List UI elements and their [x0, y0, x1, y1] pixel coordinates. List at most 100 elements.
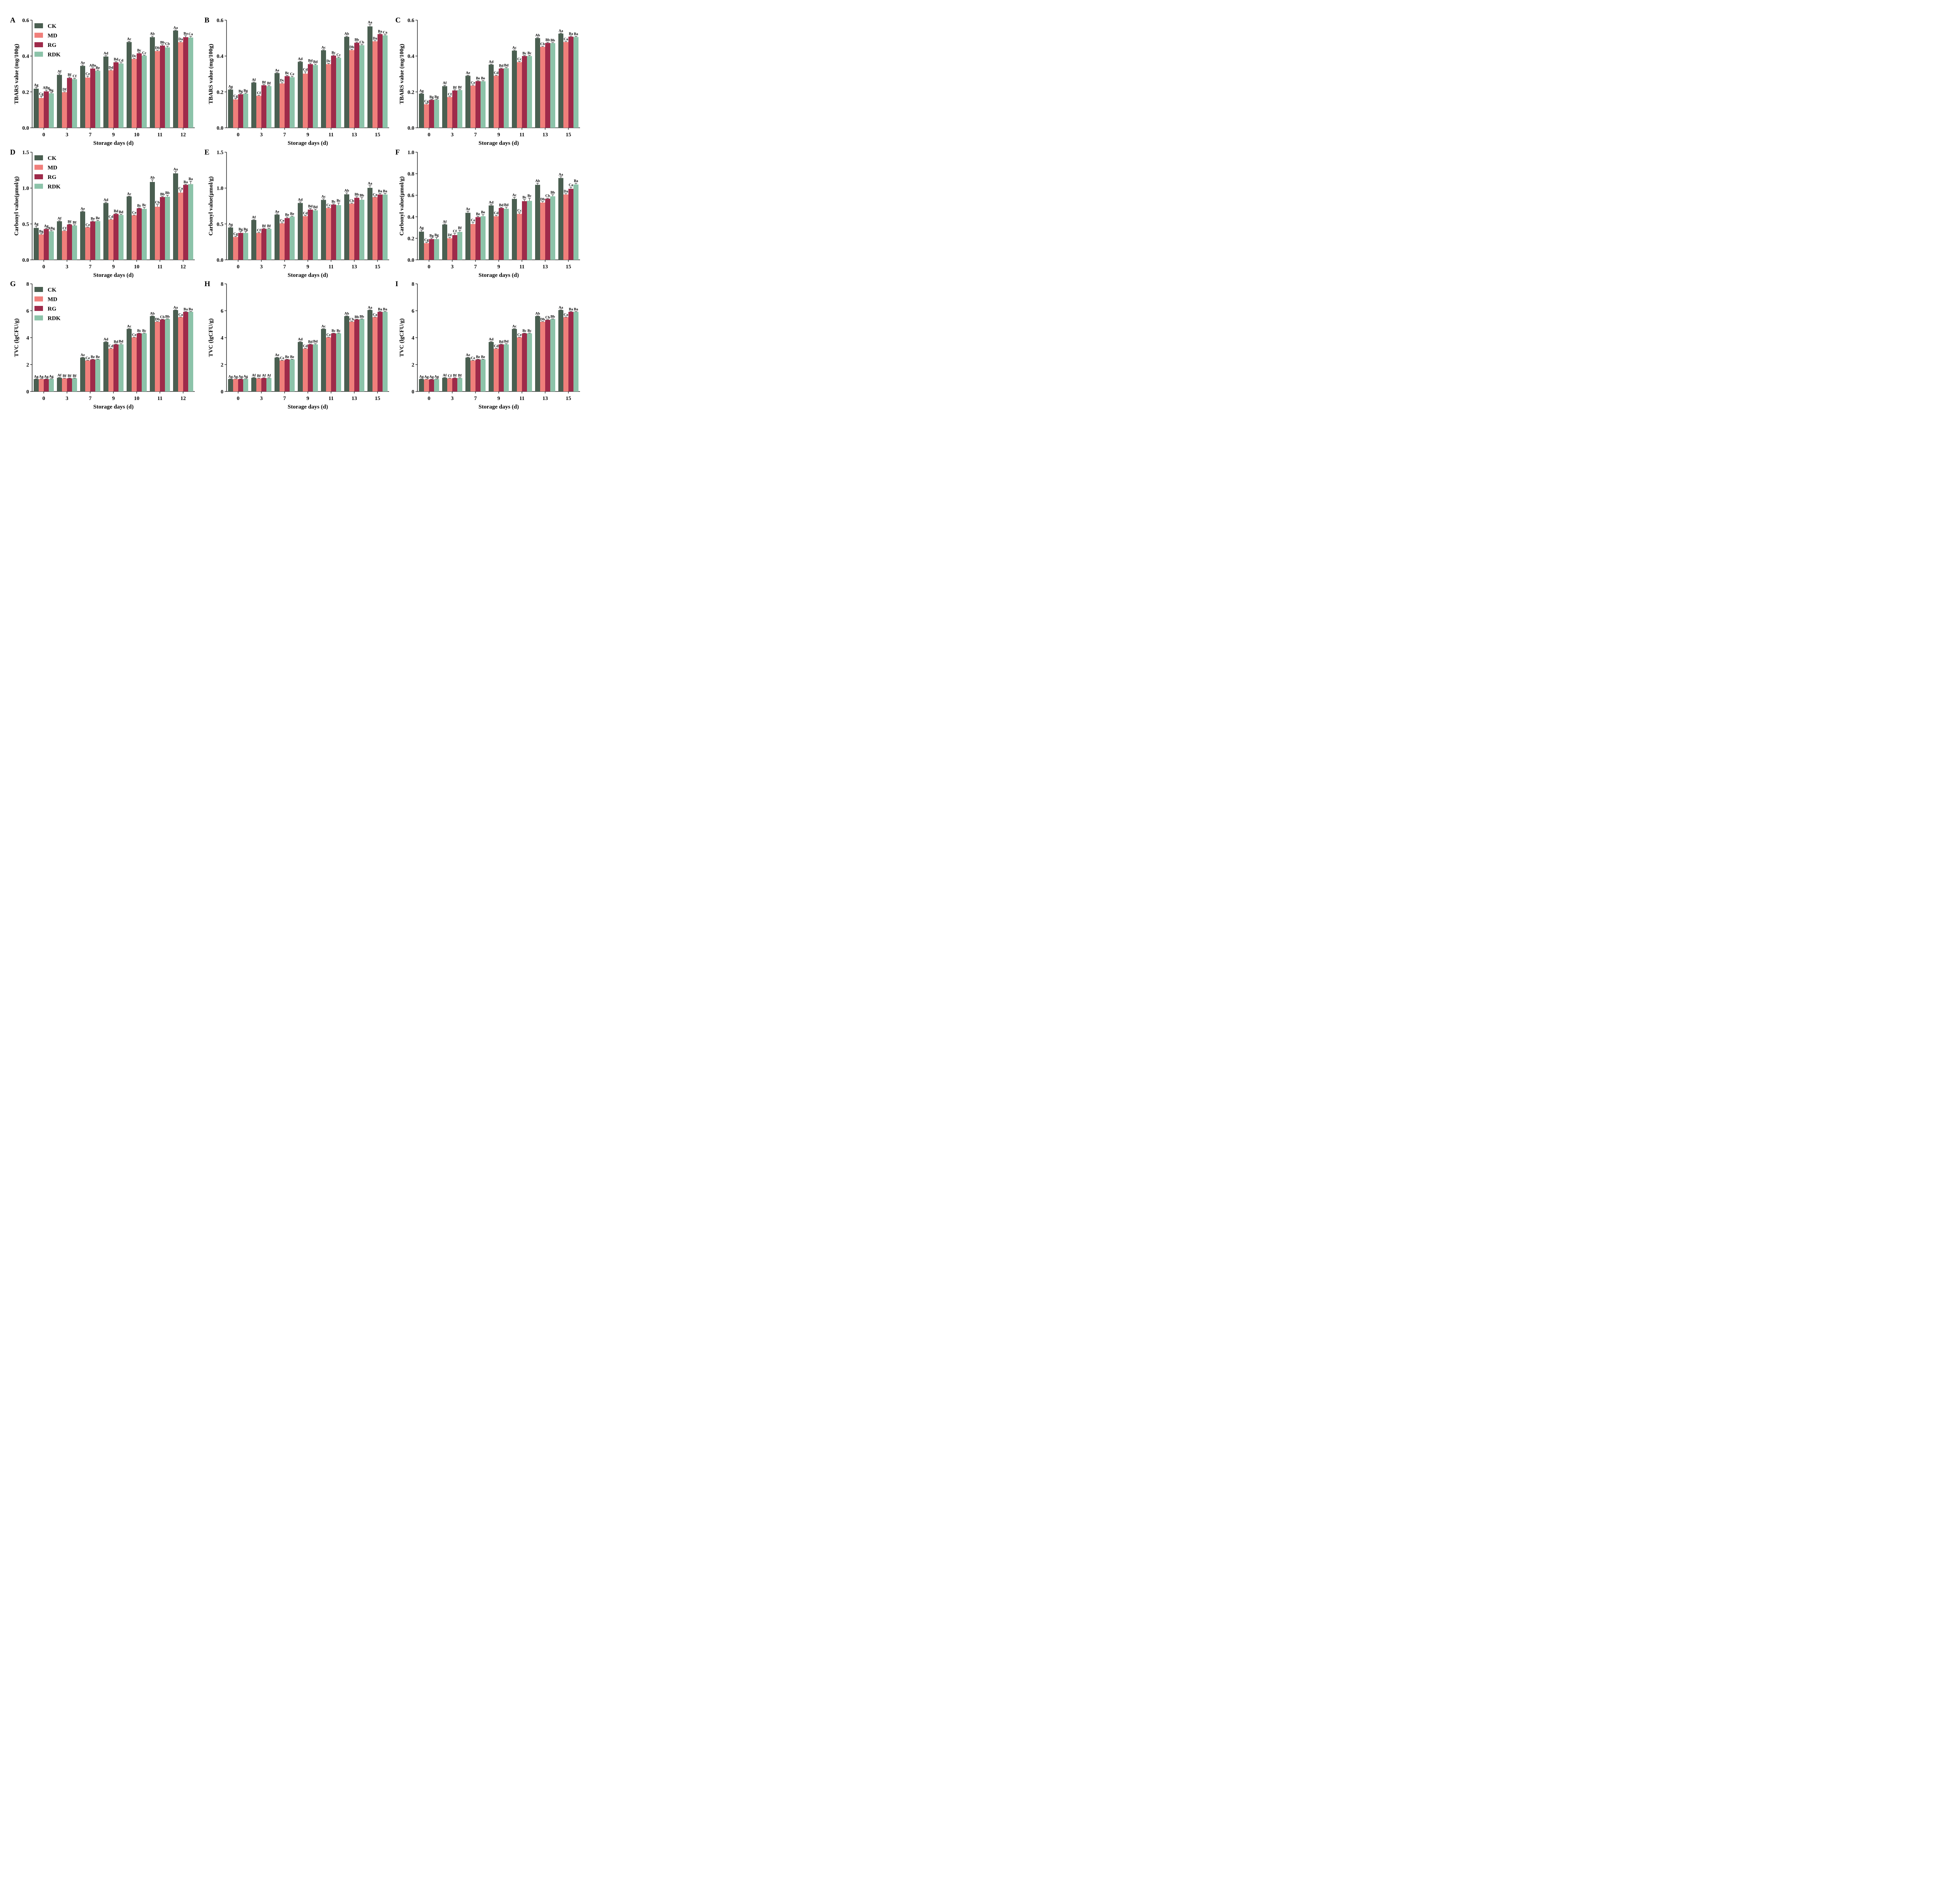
chart-d-sig-label: Bf: [73, 221, 77, 225]
chart-d-sig-label: Bc: [137, 204, 141, 208]
chart-h-sig-label: Ag: [239, 375, 243, 379]
chart-a-panel-letter: A: [10, 16, 15, 24]
chart-i-x-tick-label: 11: [519, 396, 524, 402]
chart-c-sig-label: Bd: [504, 64, 509, 67]
chart-e-sig-label: Bb: [355, 193, 359, 197]
chart-g-sig-label: Be: [91, 355, 95, 359]
chart-e-sig-label: Aa: [368, 182, 372, 186]
chart-c-sig-label: Ab: [535, 34, 540, 38]
chart-e-x-tick-label: 9: [307, 264, 309, 270]
chart-c-sig-label: Cc: [517, 58, 522, 62]
chart-c-bar-md: [447, 97, 452, 128]
chart-f-sig-label: Ab: [535, 179, 540, 183]
chart-b-bar-rdk: [313, 65, 318, 128]
chart-f-bar-rg: [499, 208, 504, 260]
chart-f-y-axis-title: Carbonyl value(μmol/g): [399, 176, 405, 235]
chart-b-bar-md: [256, 96, 261, 128]
chart-h-bar-rg: [238, 379, 243, 391]
chart-e-bar-ck: [321, 200, 326, 260]
legend-swatch-ck: [34, 155, 43, 160]
chart-f-sig-label: Da: [564, 190, 568, 194]
chart-i-x-tick-label: 3: [451, 396, 454, 402]
chart-b-panel: B 0.0 0.2 0.4 0.6 TBARS value (mg/100g) Storag…: [204, 16, 389, 146]
chart-i-bar-rg: [545, 320, 550, 391]
chart-g-x-tick-label: 7: [89, 396, 92, 402]
chart-f-bar-ck: [489, 205, 494, 260]
chart-b-bar-md: [280, 83, 285, 128]
chart-a-y-tick-label: 0.0: [22, 125, 29, 131]
chart-f-x-tick-label: 13: [542, 264, 548, 270]
chart-i-bar-rg: [452, 378, 457, 391]
chart-g-panel-letter: G: [10, 280, 16, 288]
chart-d-bar-ck: [150, 182, 155, 260]
chart-f-sig-label: Af: [443, 220, 447, 224]
chart-c-sig-label: Ag: [419, 89, 424, 93]
legend-label-rdk: RDK: [48, 184, 61, 190]
chart-f-sig-label: Ad: [489, 201, 494, 204]
chart-h-sig-label: Ad: [298, 338, 303, 342]
chart-d-legend: CK MD RG RDK: [34, 155, 61, 190]
chart-b-sig-label: Bf: [262, 81, 266, 84]
chart-d-sig-label: ABg: [48, 227, 55, 230]
chart-a-bar-ck: [127, 42, 132, 128]
chart-g-sig-label: Ca: [178, 313, 183, 317]
chart-c-bar-ck: [535, 38, 540, 128]
chart-b-sig-label: Bc: [331, 51, 336, 55]
chart-c-bar-rg: [499, 69, 504, 128]
chart-a-sig-label: Ce: [86, 72, 90, 76]
chart-i-bar-rg: [568, 312, 573, 391]
chart-d-sig-label: Af: [57, 217, 62, 221]
chart-a-sig-label: ABg: [43, 86, 50, 90]
chart-h-sig-label: Ba: [383, 308, 387, 312]
chart-g-sig-label: Db: [155, 318, 160, 321]
chart-i-bar-md: [447, 378, 452, 391]
chart-g-sig-label: Ce: [132, 333, 136, 337]
chart-a-sig-label: Dc: [132, 55, 136, 58]
chart-i-sig-label: Cb: [545, 316, 550, 319]
chart-d-bar-ck: [173, 173, 178, 260]
chart-e-bar-ck: [367, 188, 372, 260]
chart-a-x-tick-label: 10: [134, 132, 139, 138]
chart-c-x-tick-label: 3: [451, 132, 454, 138]
chart-f-bar-ck: [419, 232, 424, 260]
chart-e-sig-label: Ba: [383, 190, 387, 194]
chart-g-sig-label: Ag: [49, 375, 54, 379]
chart-c-bar-ck: [558, 33, 563, 128]
chart-e-sig-label: Bb: [360, 194, 364, 197]
legend-label-md: MD: [48, 33, 57, 39]
chart-i-y-tick-label: 8: [412, 282, 414, 287]
chart-i-sig-label: Ce: [517, 333, 522, 337]
chart-g-sig-label: Bc: [137, 329, 141, 333]
chart-b-y-tick-label: 0.0: [217, 125, 224, 131]
chart-e-bar-rdk: [359, 199, 364, 260]
chart-a-sig-label: Df: [62, 88, 67, 92]
chart-e-bar-rdk: [266, 228, 271, 260]
chart-a-bar-md: [108, 70, 113, 128]
legend-swatch-md: [34, 33, 43, 38]
chart-b-bar-rg: [238, 94, 243, 128]
chart-a-bar-md: [62, 92, 67, 128]
chart-e-bar-rg: [238, 233, 243, 260]
chart-g-bar-md: [132, 337, 137, 391]
chart-g-bar-md: [85, 361, 90, 391]
chart-f-x-tick-label: 0: [428, 264, 431, 270]
chart-e-sig-label: Ce: [280, 219, 284, 223]
legend-label-ck: CK: [48, 287, 57, 293]
chart-h-bar-rdk: [266, 378, 271, 391]
chart-d-sig-label: Cd: [108, 215, 113, 219]
chart-a-bar-rg: [113, 62, 118, 128]
chart-g-bar-rdk: [142, 333, 147, 391]
chart-d-sig-label: Bb: [165, 191, 170, 195]
chart-a-sig-label: Ca: [189, 33, 193, 36]
chart-h-sig-label: Ba: [378, 308, 382, 312]
chart-g-sig-label: Be: [96, 355, 100, 359]
chart-d-sig-label: Ca: [178, 187, 183, 191]
chart-e-y-tick-label: 0.0: [217, 258, 224, 263]
chart-c-sig-label: Bf: [458, 86, 462, 89]
chart-b-sig-label: Bg: [244, 89, 248, 93]
chart-a-bar-md: [178, 42, 183, 128]
chart-e-bar-rg: [354, 197, 359, 260]
chart-c-bar-rdk: [573, 37, 578, 128]
chart-f-sig-label: Db: [540, 197, 545, 201]
